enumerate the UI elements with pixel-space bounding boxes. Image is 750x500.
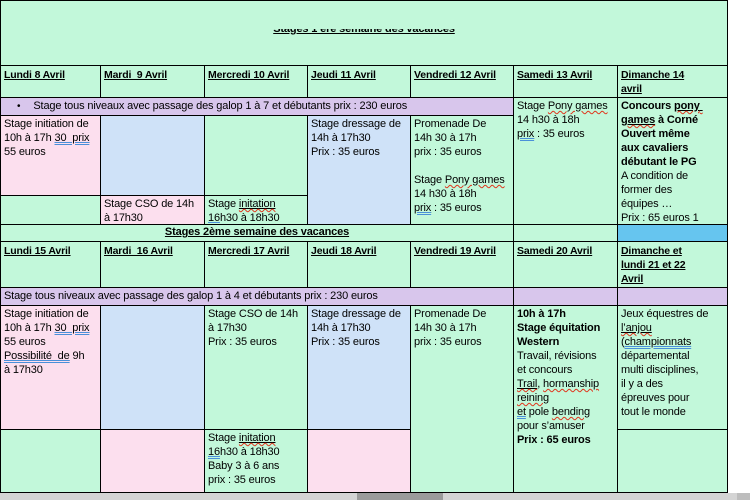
week2-banner: Stage tous niveaux avec passage des galo… xyxy=(0,287,514,306)
week2-cell-jeudi-empty-bottom xyxy=(307,429,411,493)
stages-week2-table: Stages 2ème semaine des vacances Lundi 1… xyxy=(0,224,728,493)
week1-cell-mercredi-empty-top xyxy=(204,115,308,196)
week1-header-samedi: Samedi 13 Avril xyxy=(513,65,618,98)
week2-cell-mardi-empty-bottom xyxy=(100,429,205,493)
week1-banner: • Stage tous niveaux avec passage des gal… xyxy=(0,97,514,116)
week1-header-vendredi: Vendredi 12 Avril xyxy=(410,65,514,98)
week1-title-cell: Stages 1 ère semaine des vacances xyxy=(0,0,729,66)
week2-header-mardi: Mardi 16 Avril xyxy=(100,241,205,288)
week2-header-dimanche: Dimanche et lundi 21 et 22 Avril xyxy=(617,241,728,288)
horizontal-scrollbar-thumb[interactable] xyxy=(357,493,443,500)
week2-cell-vendredi-promenade: Promenade De 14h 30 à 17h prix : 35 euro… xyxy=(410,305,514,493)
week2-header-lundi: Lundi 15 Avril xyxy=(0,241,101,288)
week1-header-dimanche: Dimanche 14 avril xyxy=(616,65,729,98)
week1-cell-mardi-empty-top xyxy=(100,115,205,196)
stages-week1-table: Stages 1 ère semaine des vacances Lundi … xyxy=(0,0,729,269)
week1-header-lundi: Lundi 8 Avril xyxy=(0,65,101,98)
week2-cell-dimanche-empty-bottom xyxy=(617,429,728,493)
week1-banner-text: Stage tous niveaux avec passage des galo… xyxy=(33,100,408,112)
week1-title: Stages 1 ère semaine des vacances xyxy=(273,29,455,35)
week2-title-cell: Stages 2ème semaine des vacances xyxy=(0,224,514,242)
week2-header-mercredi: Mercredi 17 Avril xyxy=(204,241,308,288)
week2-cell-mardi-empty-top xyxy=(100,305,205,430)
week2-cell-jeudi-dressage: Stage dressage de 14h à 17h30 Prix : 35 … xyxy=(307,305,411,430)
week1-header-jeudi: Jeudi 11 Avril xyxy=(307,65,411,98)
week2-cell-mercredi-initiation-baby: Stage initation 16h30 à 18h30 Baby 3 à 6… xyxy=(204,429,308,493)
week2-cell-lundi-empty-bottom xyxy=(0,429,101,493)
week2-header-samedi: Samedi 20 Avril xyxy=(513,241,618,288)
week2-cell-dimanche-jeux-equestres: Jeux équestres de l’anjou (championnats … xyxy=(617,305,728,430)
week2-title: Stages 2ème semaine des vacances xyxy=(164,226,350,238)
week1-header-mardi: Mardi 9 Avril xyxy=(100,65,205,98)
week1-header-mercredi: Mercredi 10 Avril xyxy=(204,65,308,98)
week2-cell-mercredi-cso: Stage CSO de 14h à 17h30 Prix : 35 euros xyxy=(204,305,308,430)
week2-cell-samedi-western: 10h à 17h Stage équitation Western Trava… xyxy=(513,305,618,493)
week1-cell-lundi-initiation: Stage initiation de 10h à 17h 30 prix 55… xyxy=(0,115,101,196)
week2-title-dimanche-highlight xyxy=(617,224,728,242)
week2-banner-text: Stage tous niveaux avec passage des galo… xyxy=(4,290,378,302)
week2-header-vendredi: Vendredi 19 Avril xyxy=(410,241,514,288)
horizontal-scrollbar-track[interactable] xyxy=(0,493,750,500)
week2-banner-samedi-empty xyxy=(513,287,618,306)
bullet-icon: • xyxy=(17,101,21,112)
week2-header-jeudi: Jeudi 18 Avril xyxy=(307,241,411,288)
week2-title-samedi-empty xyxy=(513,224,618,242)
week2-banner-dimanche-empty xyxy=(617,287,728,306)
week2-cell-lundi-initiation: Stage initiation de 10h à 17h 30 prix 55… xyxy=(0,305,101,430)
scrollbar-corner xyxy=(737,493,750,500)
